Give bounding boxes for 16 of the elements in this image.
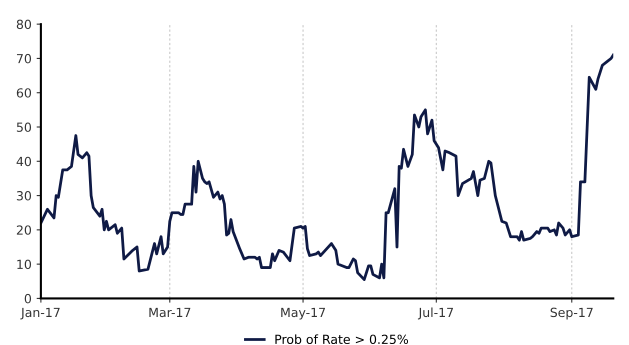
- y-tick-label: 50: [16, 122, 32, 132]
- x-tick-label: May-17: [281, 308, 325, 320]
- y-tick-label: 80: [16, 20, 32, 30]
- y-tick-label: 20: [16, 225, 32, 235]
- x-tick-label: Sep-17: [550, 308, 593, 320]
- y-tick-label: 40: [16, 156, 32, 166]
- x-tick-label: Mar-17: [149, 308, 190, 318]
- y-tick-label: 10: [17, 260, 32, 270]
- line-series: [40, 54, 614, 281]
- legend-label: Prob of Rate > 0.25%: [275, 334, 408, 344]
- x-tick-label: Jan-17: [20, 308, 60, 320]
- y-tick-label: 60: [16, 88, 32, 98]
- y-tick-label: 0: [24, 294, 32, 304]
- y-tick-label: 70: [16, 54, 32, 64]
- x-tick-label: Jul-17: [418, 307, 453, 320]
- y-tick-label: 30: [16, 191, 32, 200]
